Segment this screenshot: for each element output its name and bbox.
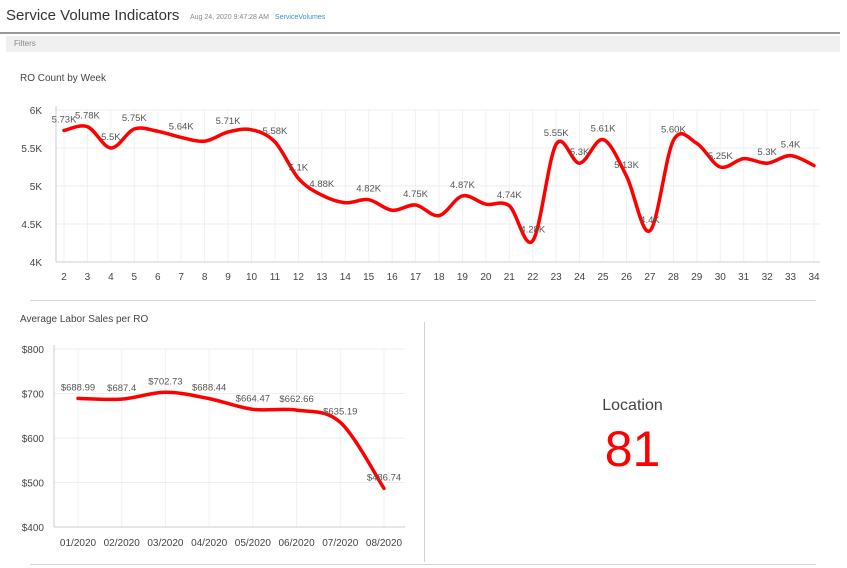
panel-divider (424, 322, 425, 562)
labor-sales-x-tick-label: 03/2020 (147, 538, 184, 549)
ro-count-x-tick-label: 8 (202, 272, 208, 283)
dashboard-title: Service Volume Indicators (6, 7, 180, 24)
labor-sales-series-line (76, 390, 386, 491)
ro-count-series-line (62, 124, 816, 245)
kpi-location-value: 81 (604, 421, 661, 477)
labor-sales-y-tick-label: $700 (22, 390, 45, 401)
ro-count-x-tick-label: 24 (574, 272, 586, 283)
ro-count-x-tick-label: 29 (691, 272, 703, 283)
ro-count-y-tick-label: 5K (30, 182, 43, 193)
ro-count-data-label: 5.78K (75, 111, 100, 122)
ro-count-data-label: 5.61K (591, 124, 616, 135)
labor-sales-x-tick-label: 05/2020 (235, 538, 272, 549)
ro-count-data-label: 5.73K (52, 115, 77, 126)
ro-count-data-label: 5.75K (122, 113, 147, 124)
ro-count-data-label: 4.74K (497, 190, 522, 201)
labor-sales-x-tick-label: 02/2020 (104, 538, 141, 549)
labor-sales-data-label: $486.74 (367, 472, 401, 483)
labor-sales-data-label: $702.73 (148, 376, 182, 387)
ro-count-x-tick-label: 7 (178, 272, 184, 283)
labor-sales-data-label: $688.44 (192, 383, 226, 394)
ro-count-data-label: 5.60K (661, 124, 686, 135)
labor-sales-data-label: $662.66 (279, 394, 313, 405)
labor-sales-y-tick-label: $500 (22, 479, 45, 490)
ro-count-x-tick-label: 34 (808, 272, 820, 283)
ro-count-data-label: 4.75K (403, 189, 428, 200)
labor-sales-data-label: $688.99 (61, 382, 95, 393)
labor-sales-y-tick-label: $600 (22, 434, 45, 445)
ro-count-y-tick-label: 4.5K (21, 220, 42, 231)
ro-count-x-tick-label: 20 (480, 272, 492, 283)
ro-count-data-label: 5.25K (708, 151, 733, 162)
ro-count-x-tick-label: 14 (340, 272, 352, 283)
ro-count-data-label: 5.3K (757, 147, 777, 158)
ro-count-data-label: 5.13K (614, 160, 639, 171)
ro-count-data-label: 5.71K (216, 116, 241, 127)
average-labor-sales-chart: $400 $500 $600 $700 $800 01/2020 02/2020 03/202… (22, 345, 405, 549)
labor-sales-chart-title: Average Labor Sales per RO (20, 314, 149, 325)
ro-count-y-tick-label: 6K (30, 106, 43, 117)
ro-count-x-tick-label: 4 (108, 272, 114, 283)
ro-count-x-tick-label: 21 (504, 272, 516, 283)
ro-count-x-tick-label: 23 (551, 272, 563, 283)
ro-count-data-label: 5.4K (781, 140, 801, 151)
ro-count-x-tick-label: 12 (293, 272, 305, 283)
ro-count-chart-title: RO Count by Week (20, 73, 106, 84)
ro-count-x-tick-label: 16 (387, 272, 399, 283)
ro-count-data-label: 5.58K (263, 126, 288, 137)
ro-count-x-tick-label: 5 (132, 272, 138, 283)
ro-count-x-tick-label: 6 (155, 272, 161, 283)
labor-sales-x-tick-label: 01/2020 (60, 538, 97, 549)
labor-sales-x-tick-label: 07/2020 (322, 538, 359, 549)
ro-count-x-tick-label: 10 (246, 272, 258, 283)
ro-count-x-tick-label: 9 (225, 272, 231, 283)
ro-count-x-tick-label: 28 (668, 272, 680, 283)
labor-sales-data-label: $664.47 (236, 393, 270, 404)
labor-sales-data-label: $687.4 (107, 383, 136, 394)
ro-count-x-tick-label: 11 (270, 272, 281, 283)
ro-count-x-tick-label: 32 (762, 272, 774, 283)
ro-count-x-tick-label: 26 (621, 272, 633, 283)
ro-count-data-label: 5.3K (570, 147, 590, 158)
bottom-divider (30, 564, 816, 565)
ro-count-y-tick-label: 5.5K (21, 144, 42, 155)
ro-count-data-label: 5.1K (289, 162, 309, 173)
ro-count-x-tick-label: 25 (598, 272, 610, 283)
ro-count-x-tick-label: 22 (527, 272, 539, 283)
ro-count-x-tick-label: 3 (85, 272, 91, 283)
labor-sales-x-tick-label: 06/2020 (278, 538, 315, 549)
ro-count-data-label: 4.87K (450, 180, 475, 191)
kpi-location-label: Location (602, 397, 663, 414)
ro-count-x-tick-label: 33 (785, 272, 797, 283)
labor-sales-x-tick-label: 04/2020 (191, 538, 228, 549)
ro-count-x-tick-label: 27 (644, 272, 656, 283)
ro-count-data-label: 5.64K (169, 121, 194, 132)
datasource-link[interactable]: ServiceVolumes (275, 14, 326, 21)
ro-count-x-tick-label: 17 (410, 272, 422, 283)
ro-count-x-tick-label: 30 (715, 272, 727, 283)
ro-count-x-tick-label: 31 (738, 272, 750, 283)
ro-count-data-label: 4.82K (356, 184, 381, 195)
labor-sales-data-label: $635.19 (323, 406, 357, 417)
ro-count-x-tick-label: 13 (316, 272, 328, 283)
ro-count-data-label: 5.55K (544, 128, 569, 139)
last-updated-timestamp: Aug 24, 2020 9:47:28 AM (190, 14, 270, 21)
ro-count-x-tick-label: 18 (433, 272, 445, 283)
ro-count-x-tick-label: 15 (363, 272, 375, 283)
labor-sales-x-tick-label: 08/2020 (366, 538, 403, 549)
ro-count-x-tick-label: 2 (61, 272, 67, 283)
ro-count-data-label: 4.4K (640, 215, 660, 226)
labor-sales-y-tick-label: $400 (22, 523, 45, 534)
filters-bar[interactable]: Filters (6, 36, 840, 52)
ro-count-y-tick-label: 4K (30, 258, 43, 269)
ro-count-data-label: 5.5K (101, 132, 121, 143)
ro-count-x-tick-label: 19 (457, 272, 469, 283)
ro-count-data-label: 4.28K (520, 225, 545, 236)
section-divider (30, 300, 816, 301)
ro-count-data-label: 4.88K (309, 179, 334, 190)
dashboard-header: Service Volume Indicators Aug 24, 2020 9… (0, 0, 840, 34)
labor-sales-y-tick-label: $800 (22, 345, 45, 356)
